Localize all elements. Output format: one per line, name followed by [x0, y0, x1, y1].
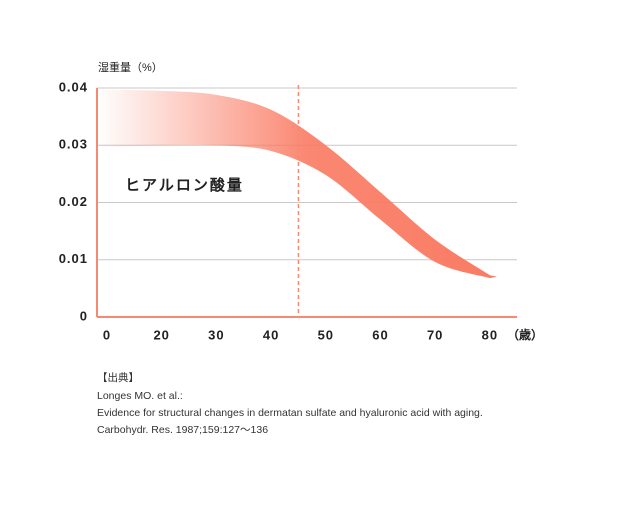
band-label: ヒアルロン酸量	[125, 176, 244, 194]
x-unit: （歳）	[507, 327, 543, 342]
source-line: Carbohydr. Res. 1987;159:127〜136	[97, 424, 268, 436]
source-line: Evidence for structural changes in derma…	[97, 407, 483, 419]
y-tick-label: 0.01	[59, 251, 88, 266]
band-area	[97, 89, 497, 279]
x-tick-label: 80	[482, 327, 498, 342]
source-heading: 【出典】	[97, 371, 139, 384]
x-tick-label: 50	[318, 327, 334, 342]
x-tick-label: 40	[263, 327, 279, 342]
y-tick-label: 0.03	[59, 137, 88, 152]
x-tick-label: 30	[208, 327, 224, 342]
x-tick-label: 60	[372, 327, 388, 342]
x-tick-label: 20	[153, 327, 169, 342]
y-tick-label: 0	[80, 308, 88, 323]
y-tick-label: 0.02	[59, 194, 88, 209]
source-line: Longes MO. et al.:	[97, 390, 183, 402]
y-axis-label: 湿重量（%）	[98, 60, 163, 74]
y-tick-label: 0.04	[59, 79, 88, 94]
x-tick-label: 0	[103, 327, 111, 342]
x-tick-label: 70	[427, 327, 443, 342]
